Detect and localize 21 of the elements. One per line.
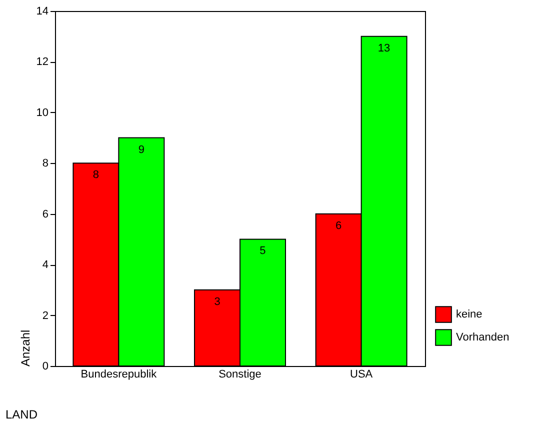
y-axis-title: Anzahl [18, 330, 32, 366]
x-axis-title: LAND [6, 408, 38, 422]
data-label: 9 [138, 144, 144, 156]
data-label: 5 [260, 245, 266, 258]
data-label: 8 [92, 169, 100, 182]
y-tick-label: 0 [42, 360, 48, 372]
x-tick-label: Sonstige [218, 368, 262, 380]
y-tick-label: 12 [36, 56, 48, 68]
y-tick-label: 8 [42, 158, 48, 170]
data-label: 3 [214, 296, 220, 308]
y-tick-label: 4 [42, 259, 48, 272]
x-tick-label: Bundesrepublik [80, 368, 158, 380]
x-tick-label: USA [350, 368, 374, 380]
y-tick-label: 6 [42, 208, 48, 220]
y-tick-label: 14 [36, 6, 48, 18]
legend-label: keine [456, 308, 482, 320]
y-tick-label: 2 [42, 310, 48, 322]
y-tick-label: 10 [36, 106, 48, 119]
data-label: 13 [378, 42, 390, 54]
legend-label: Vorhanden [456, 332, 510, 344]
data-label: 6 [336, 220, 342, 232]
